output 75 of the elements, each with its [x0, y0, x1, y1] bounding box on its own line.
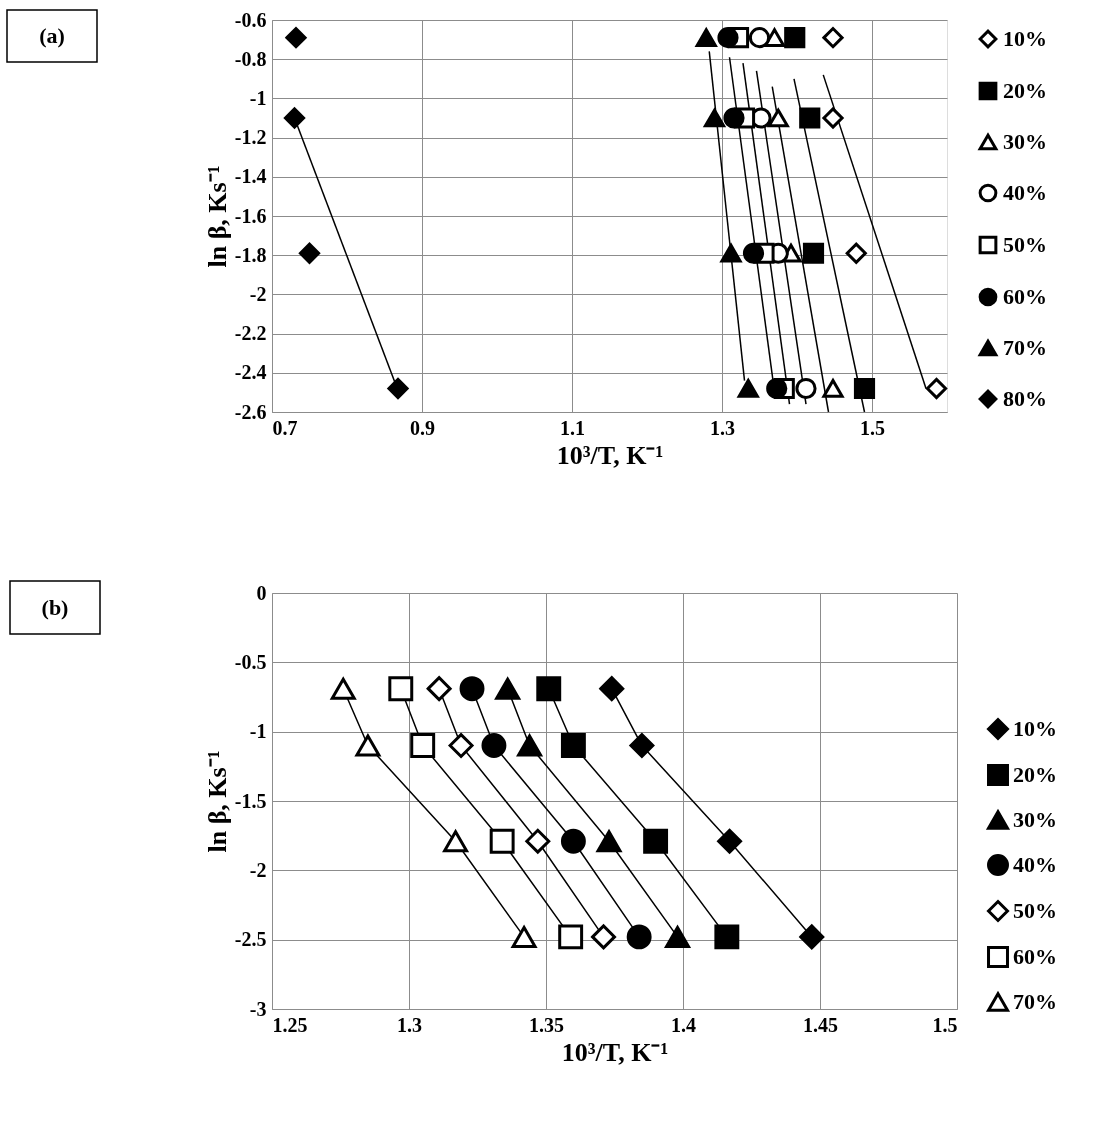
point — [703, 108, 726, 128]
point — [802, 242, 825, 264]
x-tick-label: 1.25 — [272, 1013, 308, 1036]
point — [695, 28, 717, 48]
point — [795, 377, 817, 400]
legend-label: 60% — [1003, 284, 1047, 309]
y-tick-label: -2 — [249, 282, 267, 305]
y-tick-label: -1.5 — [234, 789, 267, 812]
point — [853, 377, 876, 400]
y-axis-title: ln β, Ks⁻¹ — [202, 165, 232, 268]
point — [298, 242, 321, 264]
y-tick-label: -2.6 — [234, 400, 267, 423]
y-tick-label: -1.2 — [234, 126, 267, 149]
x-tick-label: 1.5 — [860, 416, 885, 439]
y-tick-label: -2.4 — [234, 361, 267, 384]
y-tick-label: -2 — [249, 858, 267, 881]
y-tick-label: -0.5 — [234, 650, 267, 673]
y-tick-label: -1.4 — [234, 165, 267, 188]
y-tick-label: -3 — [249, 997, 267, 1020]
y-tick-label: -0.6 — [234, 8, 267, 31]
point — [766, 377, 788, 400]
y-tick-label: -1.8 — [234, 243, 267, 266]
x-axis-title: 10³/T, K⁻¹ — [556, 440, 664, 470]
x-tick-label: 1.35 — [529, 1013, 564, 1036]
point — [748, 27, 771, 49]
legend-label: 40% — [1003, 180, 1047, 205]
y-tick-label: -0.8 — [234, 47, 267, 70]
point — [845, 242, 867, 264]
y-tick-label: -1.6 — [234, 204, 267, 227]
x-tick-label: 1.3 — [710, 416, 735, 439]
point — [799, 107, 821, 129]
y-axis-title: ln β, Ks⁻¹ — [202, 750, 232, 853]
legend-label: 60% — [1013, 944, 1057, 969]
point — [767, 108, 789, 128]
y-tick-label: -2.5 — [234, 928, 267, 951]
legend-label: 40% — [1013, 852, 1057, 877]
point — [784, 27, 806, 49]
point — [822, 107, 844, 129]
y-tick-label: 0 — [256, 581, 267, 604]
x-tick-label: 0.9 — [410, 416, 435, 439]
x-tick-label: 1.4 — [671, 1013, 696, 1036]
point — [283, 107, 306, 129]
text: (b) — [41, 594, 69, 620]
point — [387, 377, 409, 400]
legend-label: 70% — [1003, 335, 1047, 360]
x-tick-label: 1.45 — [803, 1013, 838, 1036]
point — [737, 379, 759, 398]
y-tick-label: -1 — [249, 86, 267, 109]
legend-label: 20% — [1003, 78, 1047, 103]
point — [723, 107, 745, 129]
legend-label: 80% — [1003, 386, 1047, 411]
point — [742, 242, 765, 264]
point — [285, 27, 307, 49]
legend-label: 30% — [1013, 807, 1057, 832]
legend-label: 20% — [1013, 762, 1057, 787]
legend-label: 70% — [1013, 989, 1057, 1014]
legend-label: 30% — [1003, 129, 1047, 154]
x-tick-label: 0.7 — [272, 416, 298, 439]
point — [822, 27, 844, 49]
y-tick-label: -1 — [249, 720, 267, 743]
point — [763, 28, 786, 48]
legend-label: 10% — [1003, 26, 1047, 51]
legend-label: 50% — [1003, 232, 1047, 257]
point — [717, 27, 739, 49]
x-tick-label: 1.5 — [932, 1013, 958, 1036]
x-tick-label: 1.3 — [397, 1013, 422, 1036]
legend-label: 10% — [1013, 716, 1057, 741]
x-tick-label: 1.1 — [560, 416, 585, 439]
y-tick-label: -2.2 — [234, 322, 267, 345]
point — [822, 379, 844, 398]
point — [720, 243, 742, 263]
x-axis-title: 10³/T, K⁻¹ — [561, 1037, 669, 1067]
text: (a) — [39, 23, 65, 48]
legend-label: 50% — [1013, 898, 1057, 923]
point — [925, 377, 948, 400]
